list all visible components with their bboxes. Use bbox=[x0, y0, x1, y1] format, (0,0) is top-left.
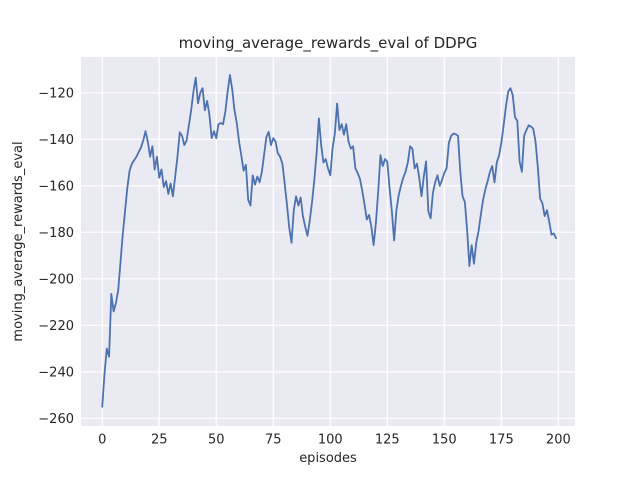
y-tick-label: −220 bbox=[38, 319, 74, 334]
y-tick-label: −140 bbox=[38, 133, 74, 148]
y-tick-labels: −260 −240 −220 −200 −180 −160 −140 −120 bbox=[38, 86, 74, 427]
x-tick-label: 75 bbox=[265, 433, 282, 448]
y-tick-label: −200 bbox=[38, 272, 74, 287]
x-tick-label: 175 bbox=[489, 433, 514, 448]
y-tick-label: −240 bbox=[38, 365, 74, 380]
y-tick-label: −260 bbox=[38, 412, 74, 427]
reward-series-line bbox=[101, 74, 557, 408]
plot-area bbox=[81, 57, 575, 426]
y-axis-label: moving_average_rewards_eval bbox=[11, 141, 26, 341]
x-tick-label: 50 bbox=[208, 433, 225, 448]
x-tick-label: 25 bbox=[151, 433, 168, 448]
y-tick-label: −160 bbox=[38, 179, 74, 194]
x-axis-label: episodes bbox=[299, 451, 357, 466]
x-tick-labels: 0 25 50 75 100 125 150 175 200 bbox=[98, 433, 571, 448]
y-tick-label: −180 bbox=[38, 226, 74, 241]
x-tick-label: 100 bbox=[318, 433, 343, 448]
x-tick-label: 150 bbox=[432, 433, 457, 448]
x-tick-label: 200 bbox=[546, 433, 571, 448]
x-tick-label: 125 bbox=[375, 433, 400, 448]
grid-lines bbox=[81, 57, 575, 426]
y-tick-label: −120 bbox=[38, 86, 74, 101]
chart-title: moving_average_rewards_eval of DDPG bbox=[179, 34, 478, 53]
x-tick-label: 0 bbox=[98, 433, 106, 448]
